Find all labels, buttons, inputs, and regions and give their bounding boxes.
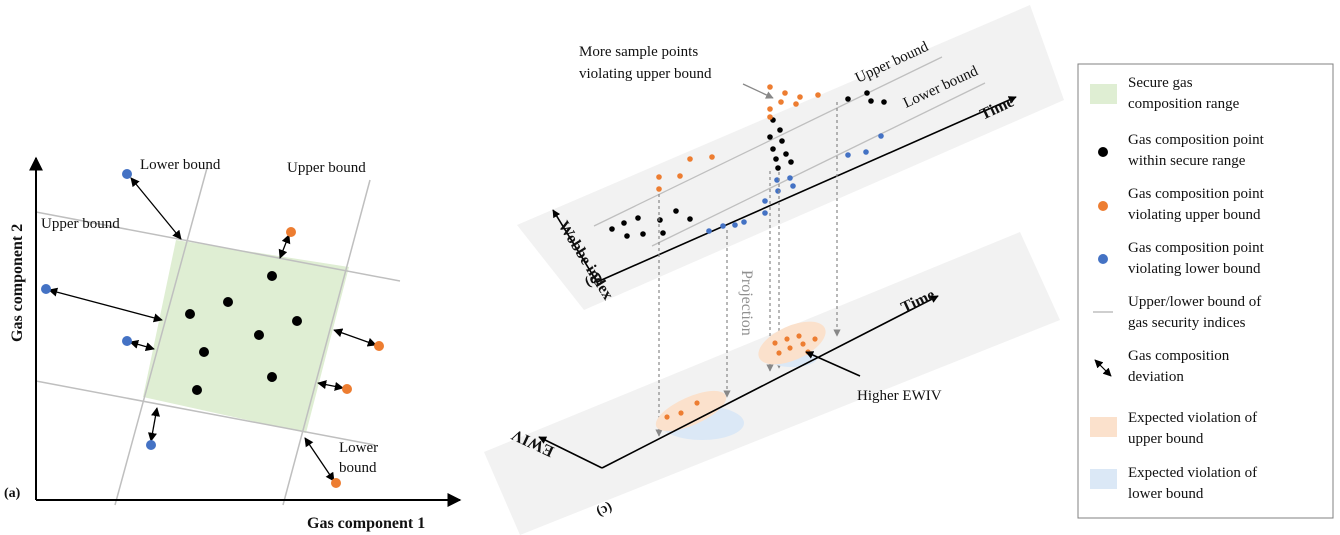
secure-range-swatch-icon: [1090, 84, 1117, 104]
panel-a: Gas component 2 Gas component 1 (a) Lowe…: [4, 156, 462, 532]
panel-c-tag: (c): [594, 499, 615, 519]
upper-bound-line: [593, 56, 943, 227]
expected-upper-region: [758, 321, 826, 365]
legend-line: Expected violation of: [1128, 410, 1257, 426]
bound-line: [35, 211, 401, 282]
legend-line: Upper/lower bound of: [1128, 294, 1261, 310]
note-line-2: violating upper bound: [579, 66, 712, 82]
ewiv-axis: [538, 436, 603, 469]
y-axis-title: Gas component 2: [9, 224, 26, 342]
b-points-lower: [706, 133, 884, 234]
legend-line: Gas composition: [1128, 348, 1230, 364]
legend-line: gas security indices: [1128, 315, 1246, 331]
legend-line: violating upper bound: [1128, 207, 1261, 223]
time-axis-c: [601, 295, 939, 469]
secure-range: [143, 240, 349, 433]
note-arrow: [742, 83, 774, 99]
label-lower-bound-top: Lower bound: [140, 157, 221, 173]
wobbe-axis: [552, 209, 598, 283]
orange-swatch-icon: [1090, 417, 1117, 437]
x-axis-title: Gas component 1: [307, 515, 425, 532]
lower-bound-line: [651, 82, 986, 247]
legend-line: deviation: [1128, 369, 1184, 385]
label-lower-bound-bottom: bound: [339, 460, 377, 476]
orange-dot-icon: [1098, 201, 1108, 211]
double-arrow-icon: [1094, 359, 1112, 377]
legend-line: Gas composition point: [1128, 240, 1265, 256]
expected-upper-region: [655, 390, 727, 432]
panel-b-tag: (b): [582, 269, 604, 290]
label-lower-bound-bottom: Lower: [339, 440, 378, 456]
higher-ewiv-label: Higher EWIV: [857, 388, 942, 404]
legend-line: violating lower bound: [1128, 261, 1261, 277]
legend: Secure gas composition range Gas composi…: [1077, 63, 1334, 519]
legend-line: Gas composition point: [1128, 186, 1265, 202]
projection-label: Projection: [738, 270, 755, 336]
black-dot-icon: [1098, 147, 1108, 157]
legend-line: Gas composition point: [1128, 132, 1265, 148]
label-upper-bound-left: Upper bound: [41, 216, 120, 232]
higher-ewiv-arrow: [805, 351, 861, 377]
note-line-1: More sample points: [579, 44, 698, 60]
bound-line: [282, 179, 371, 506]
blue-dot-icon: [1098, 254, 1108, 264]
panel-a-tag: (a): [4, 486, 21, 501]
legend-line: Secure gas: [1128, 75, 1193, 91]
blue-swatch-icon: [1090, 469, 1117, 489]
bound-line: [35, 380, 376, 446]
time-axis-b: [596, 96, 1017, 283]
deviation-arrows: [48, 177, 377, 482]
points-within: [185, 271, 302, 395]
plane-b: [517, 5, 1064, 310]
panel-bc: Upper bound Lower bound Time Wobbe index…: [484, 5, 1064, 535]
points-lower: [41, 169, 156, 450]
b-points-upper: [656, 84, 821, 192]
legend-line: Expected violation of: [1128, 465, 1257, 481]
label-upper-bound-top: Upper bound: [287, 160, 366, 176]
bound-line: [114, 167, 208, 506]
legend-line: within secure range: [1128, 153, 1246, 169]
points-upper: [286, 227, 384, 488]
legend-line: lower bound: [1128, 486, 1204, 502]
legend-line: composition range: [1128, 96, 1240, 112]
legend-line: upper bound: [1128, 431, 1204, 447]
legend-box: [1077, 63, 1334, 519]
